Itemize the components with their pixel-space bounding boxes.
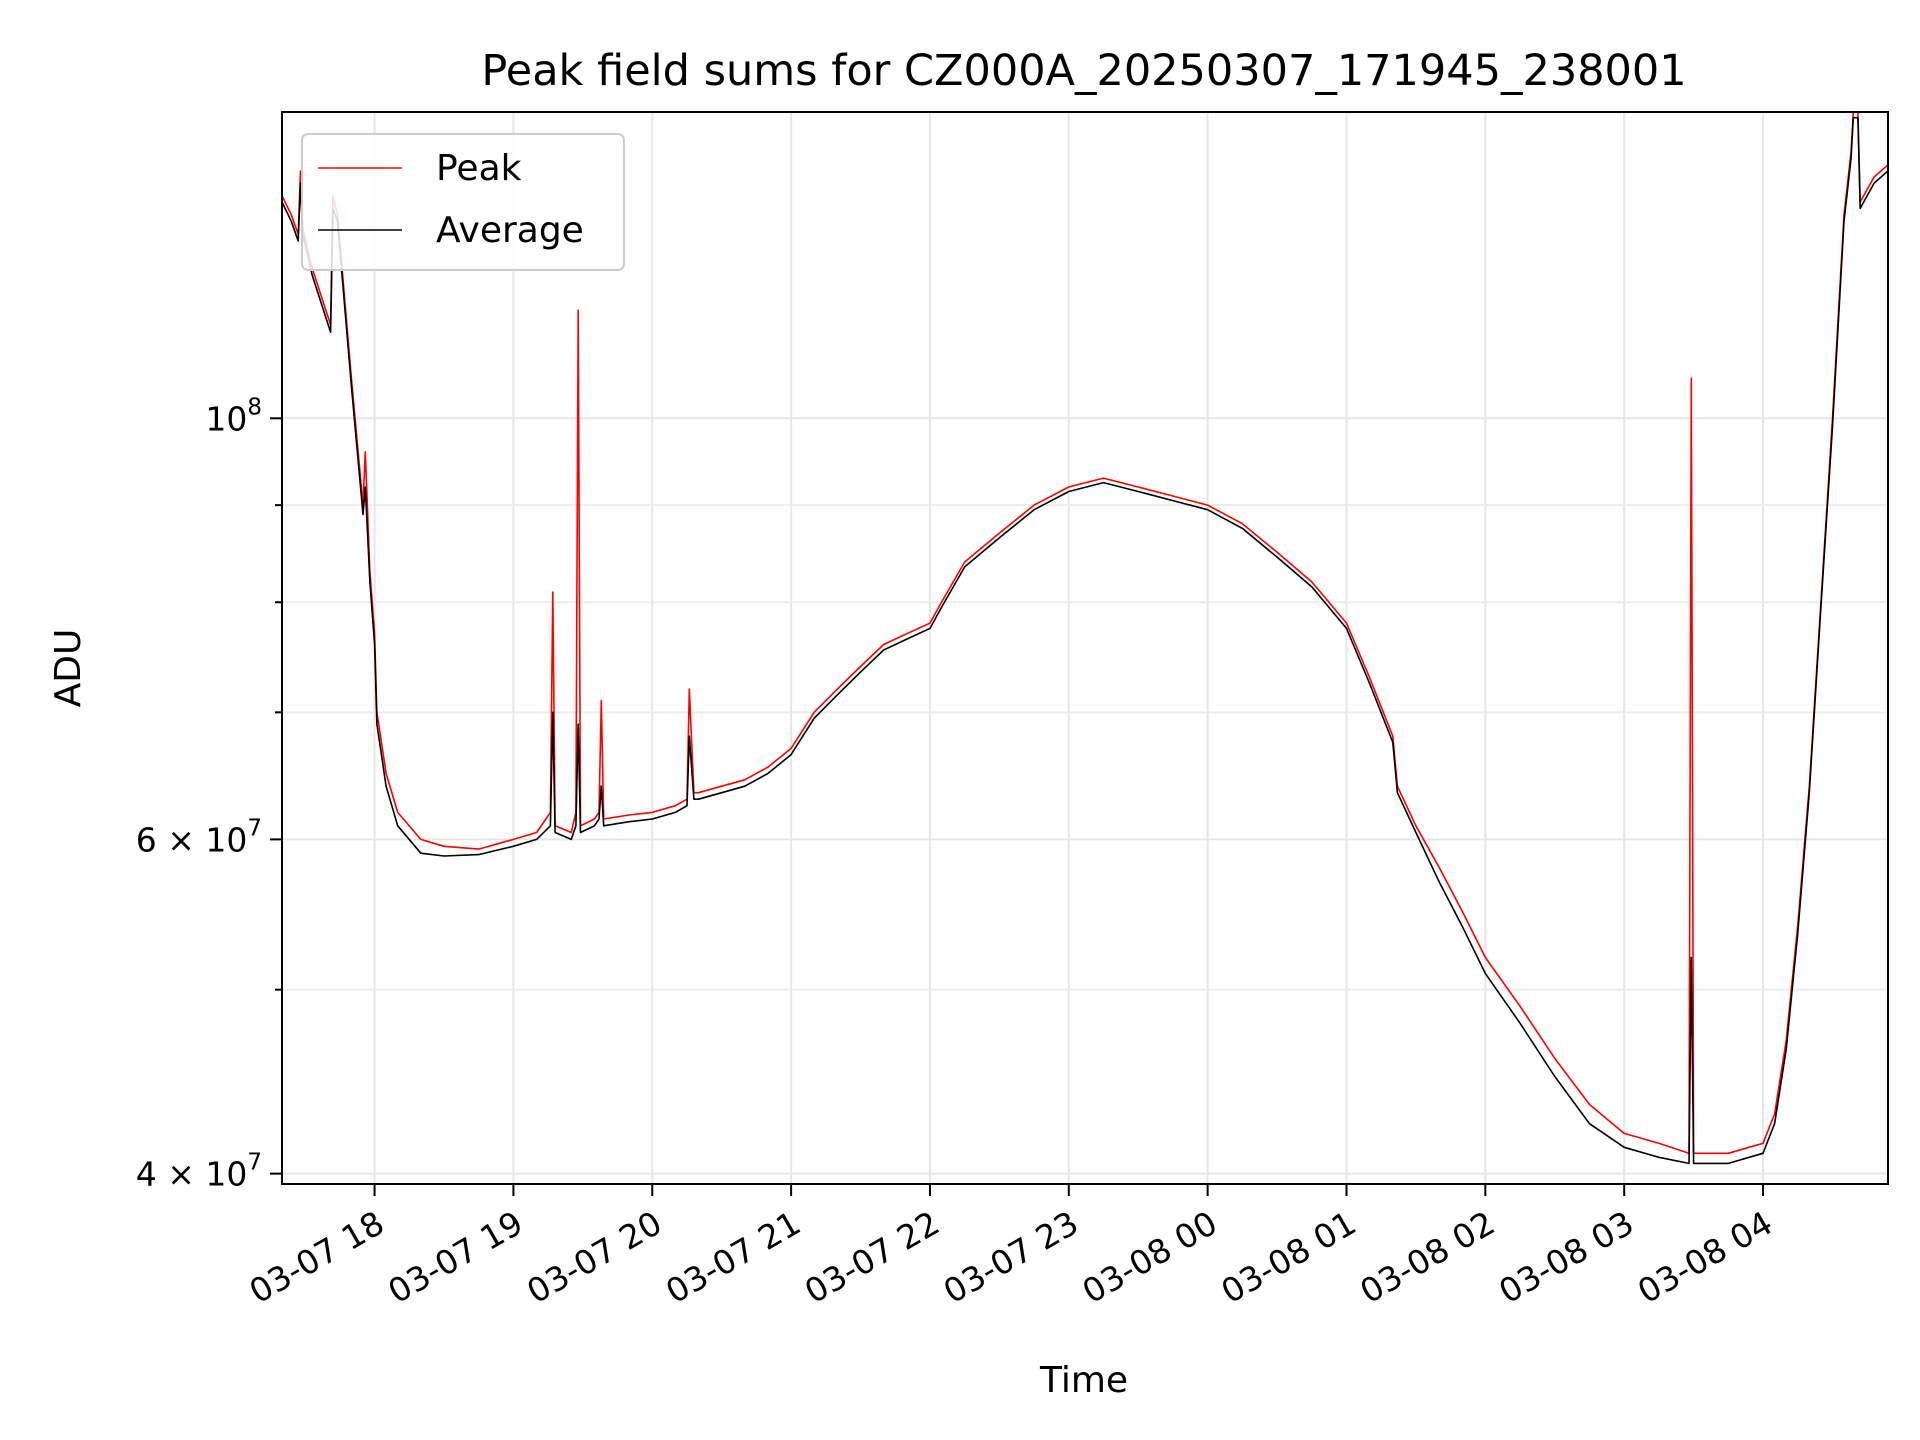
- y-tick-exponent: 7: [247, 1150, 262, 1176]
- series-layer: [281, 111, 1889, 1165]
- grid: [282, 112, 1888, 1184]
- legend: Peak Average: [301, 133, 625, 271]
- legend-label-average: Average: [436, 210, 584, 251]
- y-tick-base: 6 × 10: [136, 820, 248, 859]
- legend-label-peak: Peak: [436, 148, 522, 189]
- chart-title: Peak field sums for CZ000A_20250307_1719…: [481, 46, 1686, 96]
- plot-frame: [281, 111, 1889, 1185]
- y-axis-label: ADU: [48, 629, 89, 708]
- y-tick-base: 10: [205, 399, 247, 438]
- series-line-peak: [281, 111, 1889, 1155]
- x-axis-label: Time: [1039, 1360, 1128, 1401]
- y-tick-exponent: 8: [247, 394, 262, 420]
- y-tick-label: 108: [205, 394, 262, 438]
- y-tick-label: 6 × 107: [136, 815, 262, 859]
- y-tick-label: 4 × 107: [136, 1150, 262, 1194]
- y-tick-base: 4 × 10: [136, 1155, 248, 1194]
- y-tick-exponent: 7: [247, 815, 262, 841]
- series-line-average: [281, 116, 1889, 1165]
